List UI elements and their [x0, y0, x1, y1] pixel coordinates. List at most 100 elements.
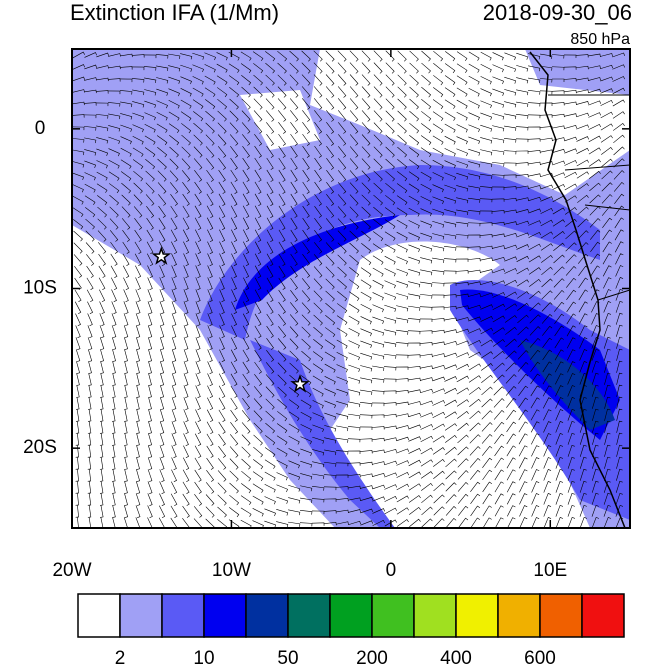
wind-barb	[290, 110, 299, 122]
wind-barb	[541, 278, 553, 288]
wind-barb	[337, 218, 347, 230]
wind-barb	[112, 517, 116, 528]
colorbar-box	[119, 593, 163, 638]
wind-barb	[218, 193, 226, 206]
wind-barb	[383, 378, 397, 383]
wind-barb	[421, 99, 432, 110]
wind-barb	[360, 520, 373, 526]
wind-barb	[158, 517, 166, 528]
wind-barb	[432, 257, 445, 263]
wind-barb	[492, 125, 505, 132]
wind-barb	[123, 313, 129, 326]
wind-barb	[408, 171, 420, 182]
wind-barb	[421, 62, 431, 74]
wind-barb	[300, 510, 313, 515]
wind-barb	[219, 241, 225, 254]
wind-barb	[159, 457, 165, 470]
wind-barb	[134, 241, 142, 254]
wind-barb	[231, 253, 237, 266]
wind-barb	[554, 337, 564, 349]
wind-barb	[148, 361, 152, 374]
wind-barb	[265, 386, 275, 398]
wind-barb	[579, 337, 588, 349]
wind-barb	[85, 242, 95, 254]
wind-barb	[278, 289, 286, 302]
wind-barb	[132, 101, 145, 108]
wind-barb	[397, 110, 407, 122]
wind-barb	[88, 349, 93, 362]
wind-barb	[216, 63, 228, 73]
wind-barb	[147, 505, 153, 518]
wind-barb	[325, 230, 335, 242]
wind-barb	[312, 363, 324, 374]
wind-barb	[241, 458, 251, 470]
wind-barb	[445, 51, 456, 62]
wind-barb	[217, 518, 228, 528]
wind-barb	[87, 445, 92, 458]
wind-barb	[432, 353, 445, 357]
wind-barb	[408, 424, 421, 430]
wind-barb	[96, 52, 109, 58]
wind-barb	[218, 373, 226, 386]
wind-barb	[326, 158, 335, 170]
wind-barb	[338, 146, 347, 158]
wind-barb	[276, 521, 289, 528]
wind-barb	[75, 349, 81, 362]
wind-barb	[360, 255, 372, 266]
wind-barb	[566, 301, 577, 313]
wind-barb	[193, 506, 203, 518]
wind-barb	[85, 218, 95, 230]
wind-barb	[83, 114, 97, 119]
wind-barb	[421, 494, 433, 504]
wind-barb	[576, 89, 589, 93]
wind-barb	[444, 364, 457, 370]
wind-barb	[567, 361, 576, 373]
wind-barb	[468, 304, 481, 310]
wind-barb	[75, 505, 79, 518]
wind-barb	[579, 361, 588, 373]
wind-barb	[243, 241, 250, 254]
wind-barb	[313, 62, 323, 74]
wind-barb	[182, 217, 190, 230]
wind-barb	[444, 329, 457, 333]
wind-barb	[397, 62, 407, 74]
wind-barb	[396, 268, 408, 277]
wind-barb	[515, 138, 529, 143]
wind-barb	[482, 505, 492, 517]
wind-barb	[457, 411, 469, 419]
wind-barb	[518, 409, 528, 421]
wind-barb	[324, 388, 336, 397]
wind-barb	[408, 483, 421, 491]
wind-barb	[96, 77, 109, 82]
wind-barb	[301, 338, 311, 350]
wind-barb	[604, 432, 611, 445]
wind-barb	[396, 244, 408, 253]
wind-barb	[504, 125, 517, 131]
wind-barb	[231, 325, 238, 338]
wind-barb	[480, 269, 493, 273]
wind-barb	[616, 324, 623, 337]
wind-barb	[604, 456, 611, 469]
wind-barb	[302, 278, 311, 290]
wind-barb	[338, 170, 347, 182]
wind-barb	[120, 171, 132, 182]
wind-barb	[506, 433, 516, 445]
wind-barb	[313, 278, 323, 290]
wind-barb	[289, 50, 299, 62]
wind-barb	[616, 432, 623, 445]
wind-barb	[290, 277, 298, 290]
colorbar-box	[539, 593, 583, 638]
wind-barb	[124, 421, 128, 434]
wind-barb	[302, 205, 310, 218]
wind-barb	[504, 244, 517, 250]
wind-barb	[577, 218, 589, 228]
wind-barb	[444, 411, 457, 419]
wind-barb	[420, 257, 433, 264]
colorbar-label: 10	[193, 648, 214, 667]
wind-barb	[195, 241, 201, 254]
wind-barb	[170, 182, 179, 194]
wind-barb	[517, 326, 529, 336]
wind-barb	[100, 517, 104, 528]
wind-barb	[480, 316, 493, 322]
wind-barb	[373, 219, 384, 230]
